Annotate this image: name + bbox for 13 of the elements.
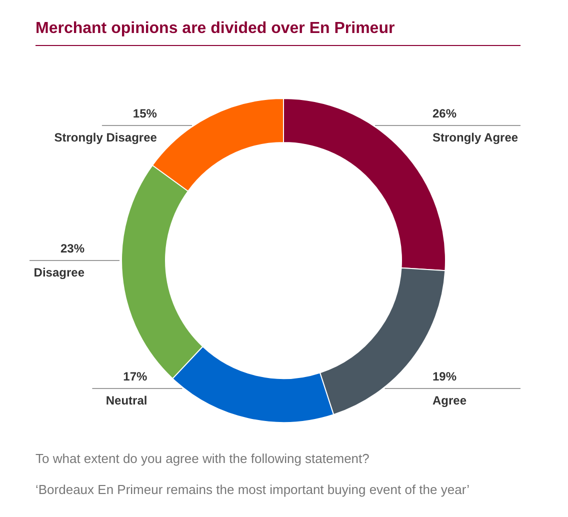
chart-title: Merchant opinions are divided over En Primeur <box>36 20 395 37</box>
data-label: 15% <box>132 106 158 120</box>
data-label: 17% <box>123 370 148 384</box>
slice-label: Strongly Disagree <box>54 130 158 144</box>
slice-label: Strongly Agree <box>432 130 518 144</box>
data-label: 23% <box>60 242 85 256</box>
slice-label: Disagree <box>34 266 85 280</box>
slice-label: Agree <box>432 394 467 408</box>
text: To what extent do you agree with the following statement? <box>36 451 370 466</box>
slice-label: Neutral <box>106 394 148 408</box>
data-label: 26% <box>432 106 457 120</box>
data-label: 19% <box>432 370 457 384</box>
text: ‘Bordeaux En Primeur remains the most important buying event of the year’ <box>36 482 470 497</box>
